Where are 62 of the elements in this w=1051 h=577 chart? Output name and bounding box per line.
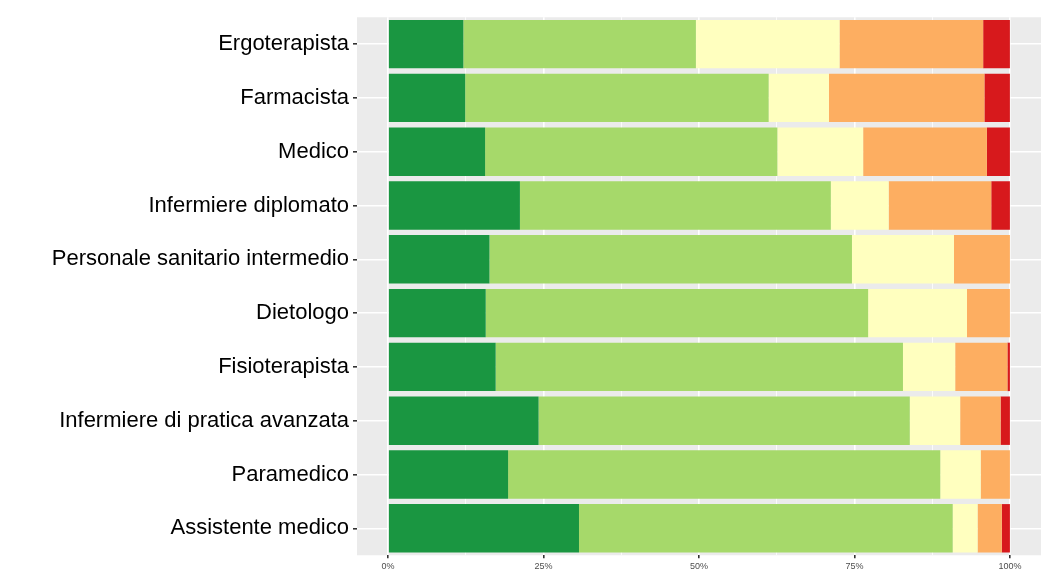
bar <box>465 73 769 123</box>
bar <box>863 127 987 176</box>
x-tick-label: 100% <box>998 561 1022 572</box>
bar <box>485 127 778 176</box>
bar <box>967 288 1010 338</box>
x-tick-label: 75% <box>845 561 864 572</box>
bar <box>388 342 496 392</box>
bar <box>902 342 956 392</box>
bar <box>1001 504 1010 553</box>
bar <box>519 181 831 230</box>
bar <box>388 73 466 123</box>
bar <box>955 342 1008 392</box>
bar <box>578 504 953 553</box>
y-tick-label: Medico <box>278 137 349 163</box>
bar <box>388 504 579 553</box>
x-tick-label: 50% <box>689 561 709 572</box>
bar <box>768 73 829 123</box>
bar <box>388 235 490 284</box>
bar <box>485 288 869 338</box>
y-tick-label: Dietologo <box>256 299 349 325</box>
y-tick-label: Paramedico <box>231 460 349 486</box>
bar <box>839 19 984 69</box>
bar <box>960 396 1001 445</box>
bar <box>489 235 852 284</box>
y-tick-label: Farmacista <box>240 83 350 109</box>
bar <box>983 19 1010 69</box>
y-tick-label: Fisioterapista <box>218 352 350 378</box>
bar <box>980 450 1010 499</box>
bar <box>388 288 486 338</box>
y-tick-label: Assistente medico <box>170 514 349 540</box>
bar <box>538 396 910 445</box>
bar <box>1007 342 1010 392</box>
bar <box>828 73 985 123</box>
bar <box>1000 396 1010 445</box>
bar <box>388 396 539 445</box>
bar <box>851 235 954 284</box>
bar <box>984 73 1010 123</box>
bar <box>888 181 992 230</box>
bar <box>940 450 981 499</box>
y-tick-label: Personale sanitario intermedio <box>51 245 349 271</box>
y-tick-label: Infermiere diplomato <box>148 191 349 217</box>
bar <box>388 181 520 230</box>
bar <box>868 288 967 338</box>
x-tick-label: 25% <box>534 561 553 572</box>
bar <box>953 235 1010 284</box>
bar <box>388 127 486 176</box>
bar <box>495 342 903 392</box>
bar <box>977 504 1002 553</box>
y-tick-label: Ergoterapista <box>218 30 350 56</box>
bar <box>952 504 978 553</box>
bar <box>463 19 696 69</box>
bar <box>991 181 1010 230</box>
y-tick-label: Infermiere di pratica avanzata <box>59 406 350 432</box>
bar <box>695 19 840 69</box>
bar <box>777 127 864 176</box>
bar <box>388 19 464 69</box>
bar <box>508 450 941 499</box>
bar <box>830 181 889 230</box>
bar <box>388 450 509 499</box>
bar <box>909 396 961 445</box>
bar <box>986 127 1010 176</box>
x-tick-label: 0% <box>381 561 395 572</box>
